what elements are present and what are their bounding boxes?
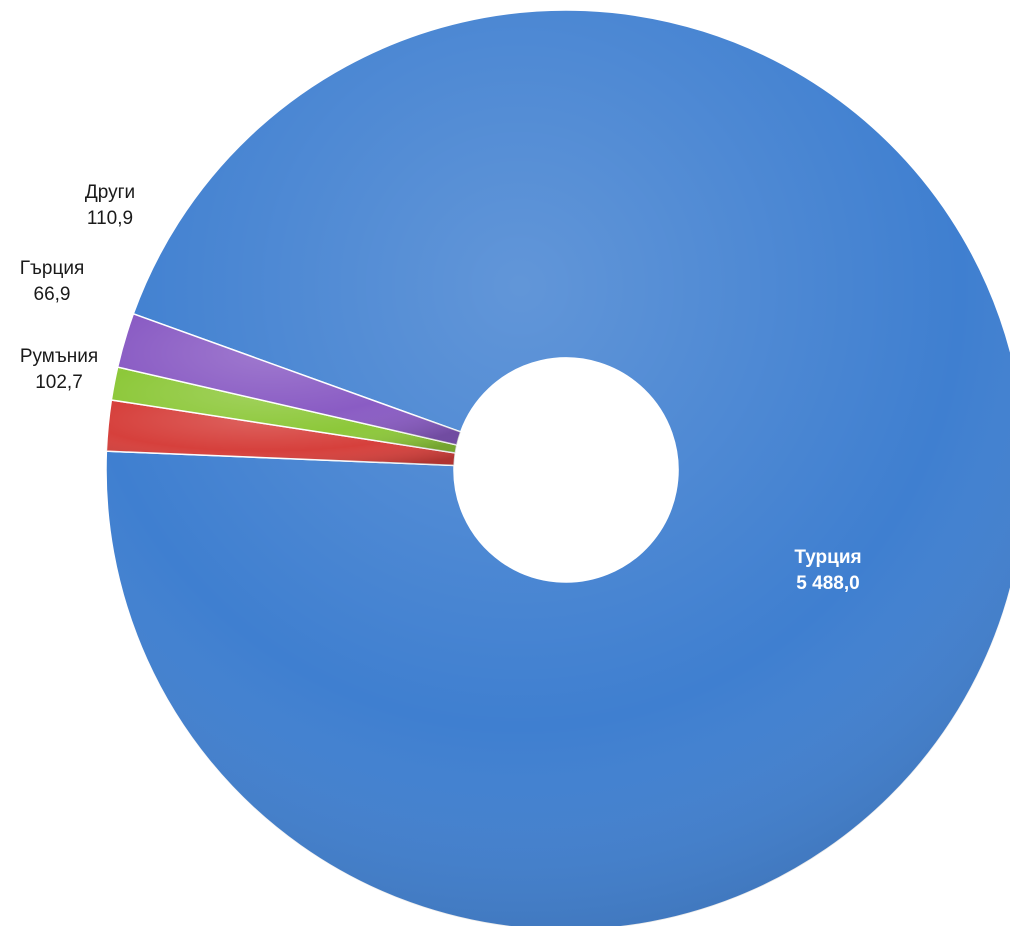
slice-2-value-label: 102,7 — [35, 372, 83, 393]
slice-4-shading — [117, 313, 461, 445]
chart-slices — [105, 9, 1010, 926]
slice-2-shading — [106, 399, 456, 466]
slice-2-category-label: Румъния — [20, 346, 98, 367]
slice-3-category-label: Гърция — [20, 258, 85, 279]
chart-data-labels: Турция 5 488,0 Румъния 102,7 Гърция 66,9 Други… — [20, 182, 862, 594]
slice-1-shading — [106, 10, 1010, 926]
slice-4-category-label: Други — [85, 182, 135, 203]
slice-4-value-label: 110,9 — [87, 208, 133, 229]
slice-3-value-label: 66,9 — [34, 284, 71, 305]
slice-1-category-label: Турция — [794, 547, 861, 568]
slice-1-value-label: 5 488,0 — [796, 573, 859, 594]
slice-3-shading — [111, 367, 457, 453]
